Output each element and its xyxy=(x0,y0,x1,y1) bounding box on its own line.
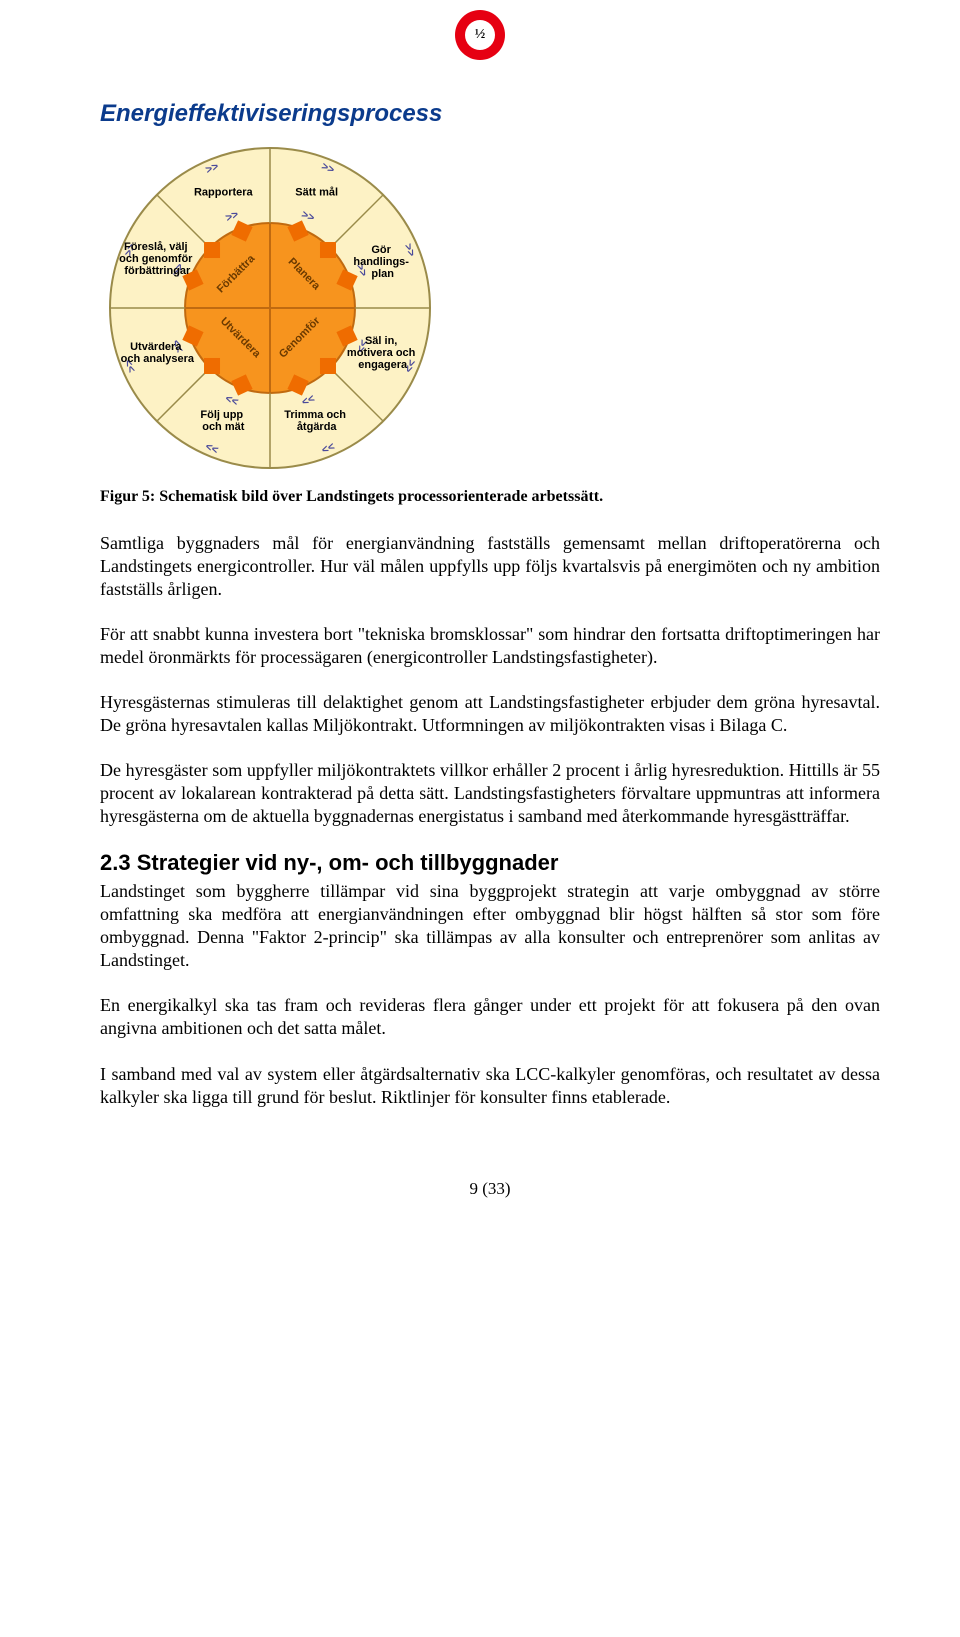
svg-text:Utvärdera och analys: Utvärdera och analysera xyxy=(121,341,195,365)
page-badge: ½ xyxy=(455,10,505,60)
badge-inner-circle: ½ xyxy=(465,20,495,50)
paragraph-7: En energikalkyl ska tas fram och revider… xyxy=(100,994,880,1040)
page-footer: 9 (33) xyxy=(100,1179,880,1199)
paragraph-2: För att snabbt kunna investera bort "tek… xyxy=(100,623,880,669)
paragraph-1: Samtliga byggnaders mål för energianvänd… xyxy=(100,532,880,601)
paragraph-4: De hyresgäster som uppfyller miljökontra… xyxy=(100,759,880,828)
paragraph-6: Landstinget som byggherre tillämpar vid … xyxy=(100,880,880,972)
svg-text:Följ upp och mät: Följ upp och mät xyxy=(200,409,246,433)
svg-text:Föreslå, välj och ge: Föreslå, välj och genomför förbättringar xyxy=(119,241,195,277)
section-heading: 2.3 Strategier vid ny-, om- och tillbygg… xyxy=(100,850,880,876)
diagram-title: Energieffektiviseringsprocess xyxy=(100,100,880,128)
process-diagram: >> >> >> >> >> >> >> >> >> >> >> >> >> >… xyxy=(100,138,440,478)
badge-text: ½ xyxy=(475,27,486,43)
paragraph-8: I samband med val av system eller åtgärd… xyxy=(100,1063,880,1109)
figure-caption: Figur 5: Schematisk bild över Landstinge… xyxy=(100,488,880,506)
svg-text:Sätt mål: Sätt mål xyxy=(295,186,338,198)
page-content: Energieffektiviseringsprocess xyxy=(0,0,960,1259)
paragraph-3: Hyresgästernas stimuleras till delaktigh… xyxy=(100,691,880,737)
badge-outer-circle: ½ xyxy=(455,10,505,60)
svg-text:Rapportera: Rapportera xyxy=(194,186,254,198)
